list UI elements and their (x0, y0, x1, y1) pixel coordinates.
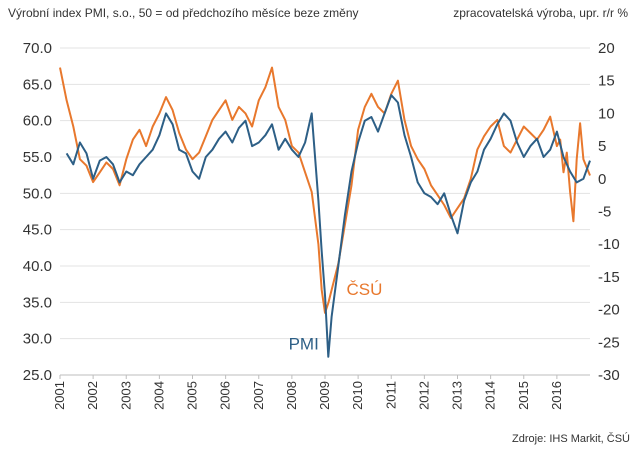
x-tick-label: 2009 (317, 381, 332, 410)
x-tick-label: 2008 (284, 381, 299, 410)
y-right-tick-label: 15 (598, 73, 615, 90)
x-tick-label: 2010 (350, 381, 365, 410)
x-tick-label: 2016 (549, 381, 564, 410)
x-tick-label: 2004 (151, 381, 166, 410)
y-right-tick-label: -10 (598, 236, 620, 253)
y-left-tick-label: 65.0 (23, 76, 52, 93)
series-line-csu (59, 66, 591, 314)
grid-layer (60, 47, 590, 376)
series-line-pmi (65, 94, 591, 358)
y-right-tick-label: 5 (598, 138, 606, 155)
y-right-tick-label: -15 (598, 269, 620, 286)
y-left-tick-label: 30.0 (23, 331, 52, 348)
y-right-tick-label: 10 (598, 105, 615, 122)
series-label-csu: ČSÚ (347, 280, 383, 299)
x-tick-label: 2013 (450, 381, 465, 410)
y-left-tick-label: 40.0 (23, 258, 52, 275)
x-tick-label: 2007 (251, 381, 266, 410)
y-right-tick-label: -30 (598, 367, 620, 384)
title-right: zpracovatelská výroba, upr. r/r % (453, 6, 628, 20)
title-left: Výrobní index PMI, s.o., 50 = od předcho… (8, 6, 359, 20)
axis-layer: 70.0 65.0 60.0 55.0 50.0 45.0 40.0 35.0 30.0 25.0… (23, 40, 620, 410)
series-label-pmi: PMI (289, 335, 319, 354)
y-right-tick-label: 20 (598, 40, 615, 57)
y-right-tick-label: 0 (598, 171, 606, 188)
y-right-tick-label: -25 (598, 334, 620, 351)
x-tick-label: 2011 (383, 381, 398, 409)
series-layer (59, 66, 591, 358)
y-left-tick-label: 25.0 (23, 367, 52, 384)
x-tick-label: 2001 (52, 381, 67, 410)
y-left-tick-label: 60.0 (23, 113, 52, 130)
x-tick-label: 2006 (218, 381, 233, 410)
x-tick-label: 2012 (416, 381, 431, 410)
x-tick-label: 2005 (185, 381, 200, 410)
label-layer: PMI ČSÚ (289, 280, 383, 354)
x-tick-label: 2015 (516, 381, 531, 410)
y-left-tick-label: 55.0 (23, 149, 52, 166)
y-left-tick-label: 35.0 (23, 294, 52, 311)
x-tick-label: 2002 (85, 381, 100, 410)
y-left-tick-label: 45.0 (23, 222, 52, 239)
x-tick-label: 2003 (118, 381, 133, 410)
y-right-tick-label: -5 (598, 204, 611, 221)
x-tick-label: 2014 (483, 381, 498, 410)
y-left-tick-label: 70.0 (23, 40, 52, 57)
source-note: Zdroje: IHS Markit, ČSÚ (512, 432, 630, 445)
y-right-tick-label: -20 (598, 302, 620, 319)
y-left-tick-label: 50.0 (23, 185, 52, 202)
